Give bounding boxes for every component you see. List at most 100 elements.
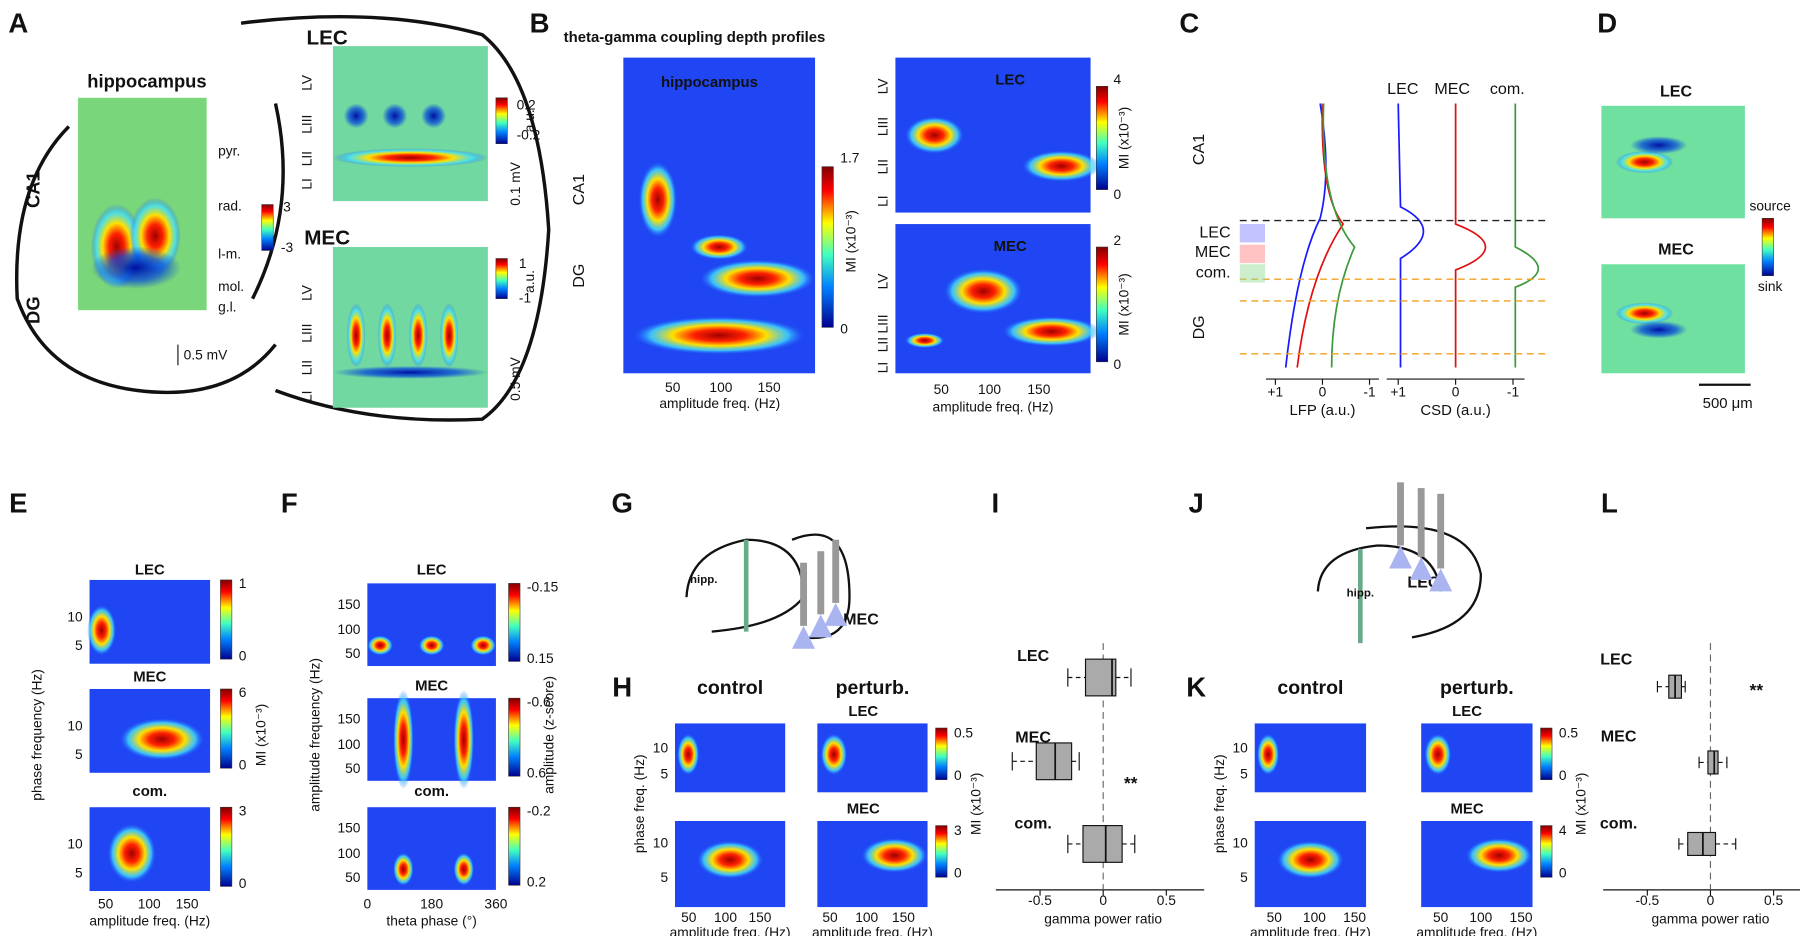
label: 100: [337, 737, 360, 752]
label: 2: [1114, 233, 1122, 248]
panel-label: F: [281, 488, 298, 519]
label: hippocampus: [661, 74, 758, 91]
label: 50: [345, 646, 361, 661]
label: amplitude freq. (Hz): [1250, 925, 1371, 936]
label: LIII: [876, 117, 891, 136]
label: LI: [876, 362, 891, 373]
label: -1: [519, 290, 531, 305]
label: 0.5: [954, 725, 973, 740]
label: 180: [420, 896, 443, 911]
label: 10: [67, 719, 83, 734]
panel-label: C: [1179, 8, 1199, 39]
label: 10: [1233, 836, 1249, 851]
heatmap-blob: [690, 234, 748, 260]
label: 0: [239, 648, 247, 663]
heatmap-blob: [346, 303, 366, 368]
electrode: [832, 539, 840, 603]
label: mol.: [218, 279, 244, 294]
box: [1687, 831, 1717, 857]
label: amplitude freq. (Hz): [1416, 925, 1537, 936]
label: rad.: [218, 198, 242, 213]
c-layer-lines: [1239, 219, 1550, 355]
label: CA1: [570, 174, 588, 205]
label: LV: [876, 78, 891, 95]
box: [1084, 658, 1117, 697]
label: 0: [364, 896, 372, 911]
label: perturb.: [836, 677, 910, 699]
label: LII: [876, 159, 891, 174]
label: 50: [665, 380, 681, 395]
label: 360: [484, 896, 507, 911]
heatmap-blob: [697, 840, 764, 879]
colorbar: [261, 204, 274, 251]
label: 0.5: [1764, 893, 1783, 908]
csd-com: [1514, 103, 1539, 368]
label: 100: [337, 622, 360, 637]
label: 100: [1303, 910, 1326, 925]
colorbar: [1540, 727, 1553, 780]
label: MEC: [1601, 727, 1637, 745]
label: 5: [75, 747, 83, 762]
heatmap-blob: [632, 316, 806, 355]
colorbar: [935, 825, 948, 878]
input-zone: [1239, 264, 1266, 283]
box: [1707, 750, 1719, 775]
heatmap-blob: [421, 103, 447, 129]
heatmap: [367, 807, 496, 890]
panel-label: G: [611, 488, 632, 519]
label: 0: [954, 768, 962, 783]
label: hipp.: [690, 574, 717, 586]
label: 10: [653, 740, 669, 755]
label: 0: [1114, 187, 1122, 202]
heatmap-blob: [453, 852, 475, 886]
label: 0: [1452, 384, 1460, 399]
label: a.u.: [522, 270, 537, 293]
label: MEC: [1434, 80, 1470, 98]
label: CA1: [1190, 134, 1208, 165]
colorbar: [1540, 825, 1553, 878]
panel-label: L: [1601, 488, 1618, 519]
label: 50: [822, 910, 838, 925]
lfp-mec: [1296, 103, 1345, 368]
label: LI: [299, 391, 314, 402]
label: 100: [855, 910, 878, 925]
label: 150: [1510, 910, 1533, 925]
label: g.l.: [218, 300, 236, 315]
label: 50: [1433, 910, 1449, 925]
label: CSD (a.u.): [1420, 402, 1490, 419]
label: MEC: [304, 226, 350, 249]
label: phase freq. (Hz): [1212, 754, 1227, 853]
label: com.: [1014, 815, 1052, 833]
label: 0.2: [527, 875, 546, 890]
label: 50: [934, 382, 950, 397]
heatmap-blob: [820, 733, 848, 776]
box: [1082, 825, 1123, 863]
label: source: [1749, 198, 1791, 213]
heatmap-blob: [1022, 150, 1101, 182]
label: MEC: [1451, 800, 1484, 817]
heatmap-blob: [905, 116, 964, 154]
label: 0: [1559, 865, 1567, 880]
label: amplitude freq. (Hz): [812, 925, 933, 936]
label: 5: [75, 865, 83, 880]
colorbar: [508, 806, 521, 886]
schematics: [685, 525, 1483, 644]
heatmap-blob: [1002, 316, 1101, 347]
heatmap-blob: [382, 103, 408, 129]
label: 100: [978, 382, 1001, 397]
label: +1: [1268, 384, 1284, 399]
heatmap-blob: [861, 838, 928, 873]
input-zone: [1239, 224, 1266, 243]
label: 4: [1559, 823, 1567, 838]
label: LV: [299, 284, 314, 301]
heatmap-blob: [418, 635, 445, 656]
label: LV: [299, 74, 314, 91]
heatmap: [367, 698, 496, 781]
panel-label: I: [991, 488, 999, 519]
label: 10: [653, 836, 669, 851]
g-hipp-lower: [711, 596, 805, 633]
colorbar: [1761, 218, 1774, 277]
label: MI (x10⁻³): [1574, 773, 1589, 835]
label: 150: [892, 910, 915, 925]
label: -0.6: [527, 694, 551, 709]
